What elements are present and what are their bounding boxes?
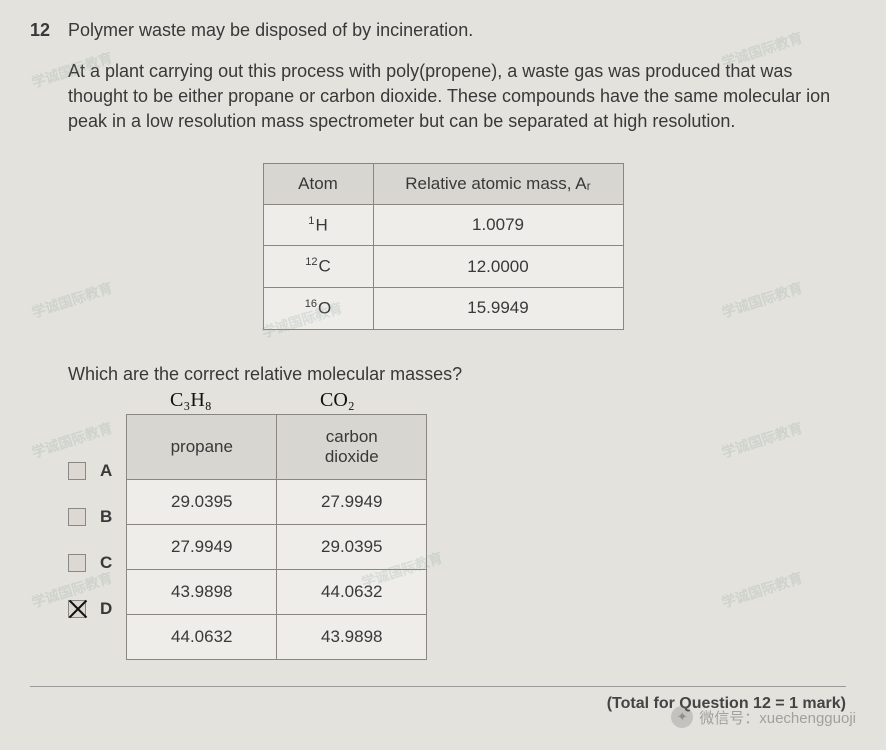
atom-table-header: Atom — [263, 163, 373, 204]
atom-table: Atom Relative atomic mass, Aᵣ 1H1.007912… — [263, 163, 624, 330]
mass-cell: 15.9949 — [373, 287, 623, 329]
question-number: 12 — [30, 20, 58, 41]
option-checkbox-b[interactable] — [68, 508, 86, 526]
atom-table-header: Relative atomic mass, Aᵣ — [373, 163, 623, 204]
handwriting-right: CO₂ — [320, 389, 355, 412]
wechat-watermark: ✦ 微信号：xuechengguoji — [671, 706, 856, 728]
propane-cell: 43.9898 — [127, 569, 277, 614]
option-checkbox-d[interactable] — [68, 600, 86, 618]
option-label: D — [100, 599, 112, 619]
co2-cell: 43.9898 — [277, 614, 427, 659]
option-label: B — [100, 507, 112, 527]
question-body: At a plant carrying out this process wit… — [68, 59, 856, 135]
propane-cell: 27.9949 — [127, 524, 277, 569]
mass-cell: 1.0079 — [373, 204, 623, 246]
handwriting-left: C₃H₈ — [170, 389, 320, 412]
table-row: 44.063243.9898 — [127, 614, 427, 659]
sub-question: Which are the correct relative molecular… — [68, 364, 856, 385]
wechat-icon: ✦ — [671, 706, 693, 728]
co2-cell: 29.0395 — [277, 524, 427, 569]
atom-cell: 1H — [263, 204, 373, 246]
propane-cell: 44.0632 — [127, 614, 277, 659]
answer-table: propane carbon dioxide 29.039527.994927.… — [126, 414, 427, 660]
option-label: A — [100, 461, 112, 481]
table-row: 43.989844.0632 — [127, 569, 427, 614]
mass-cell: 12.0000 — [373, 246, 623, 288]
atom-cell: 12C — [263, 246, 373, 288]
watermark: 学诚国际教育 — [719, 278, 805, 323]
propane-cell: 29.0395 — [127, 479, 277, 524]
atom-cell: 16O — [263, 287, 373, 329]
option-checkbox-c[interactable] — [68, 554, 86, 572]
table-row: 27.994929.0395 — [127, 524, 427, 569]
co2-cell: 27.9949 — [277, 479, 427, 524]
co2-cell: 44.0632 — [277, 569, 427, 614]
answer-table-header: propane — [127, 414, 277, 479]
watermark: 学诚国际教育 — [29, 278, 115, 323]
answer-table-header: carbon dioxide — [277, 414, 427, 479]
wechat-text: 微信号：xuechengguoji — [699, 707, 856, 728]
option-checkbox-a[interactable] — [68, 462, 86, 480]
question-title: Polymer waste may be disposed of by inci… — [68, 20, 473, 41]
handwritten-annotation: C₃H₈ CO₂ — [170, 389, 856, 412]
option-label: C — [100, 553, 112, 573]
table-row: 29.039527.9949 — [127, 479, 427, 524]
